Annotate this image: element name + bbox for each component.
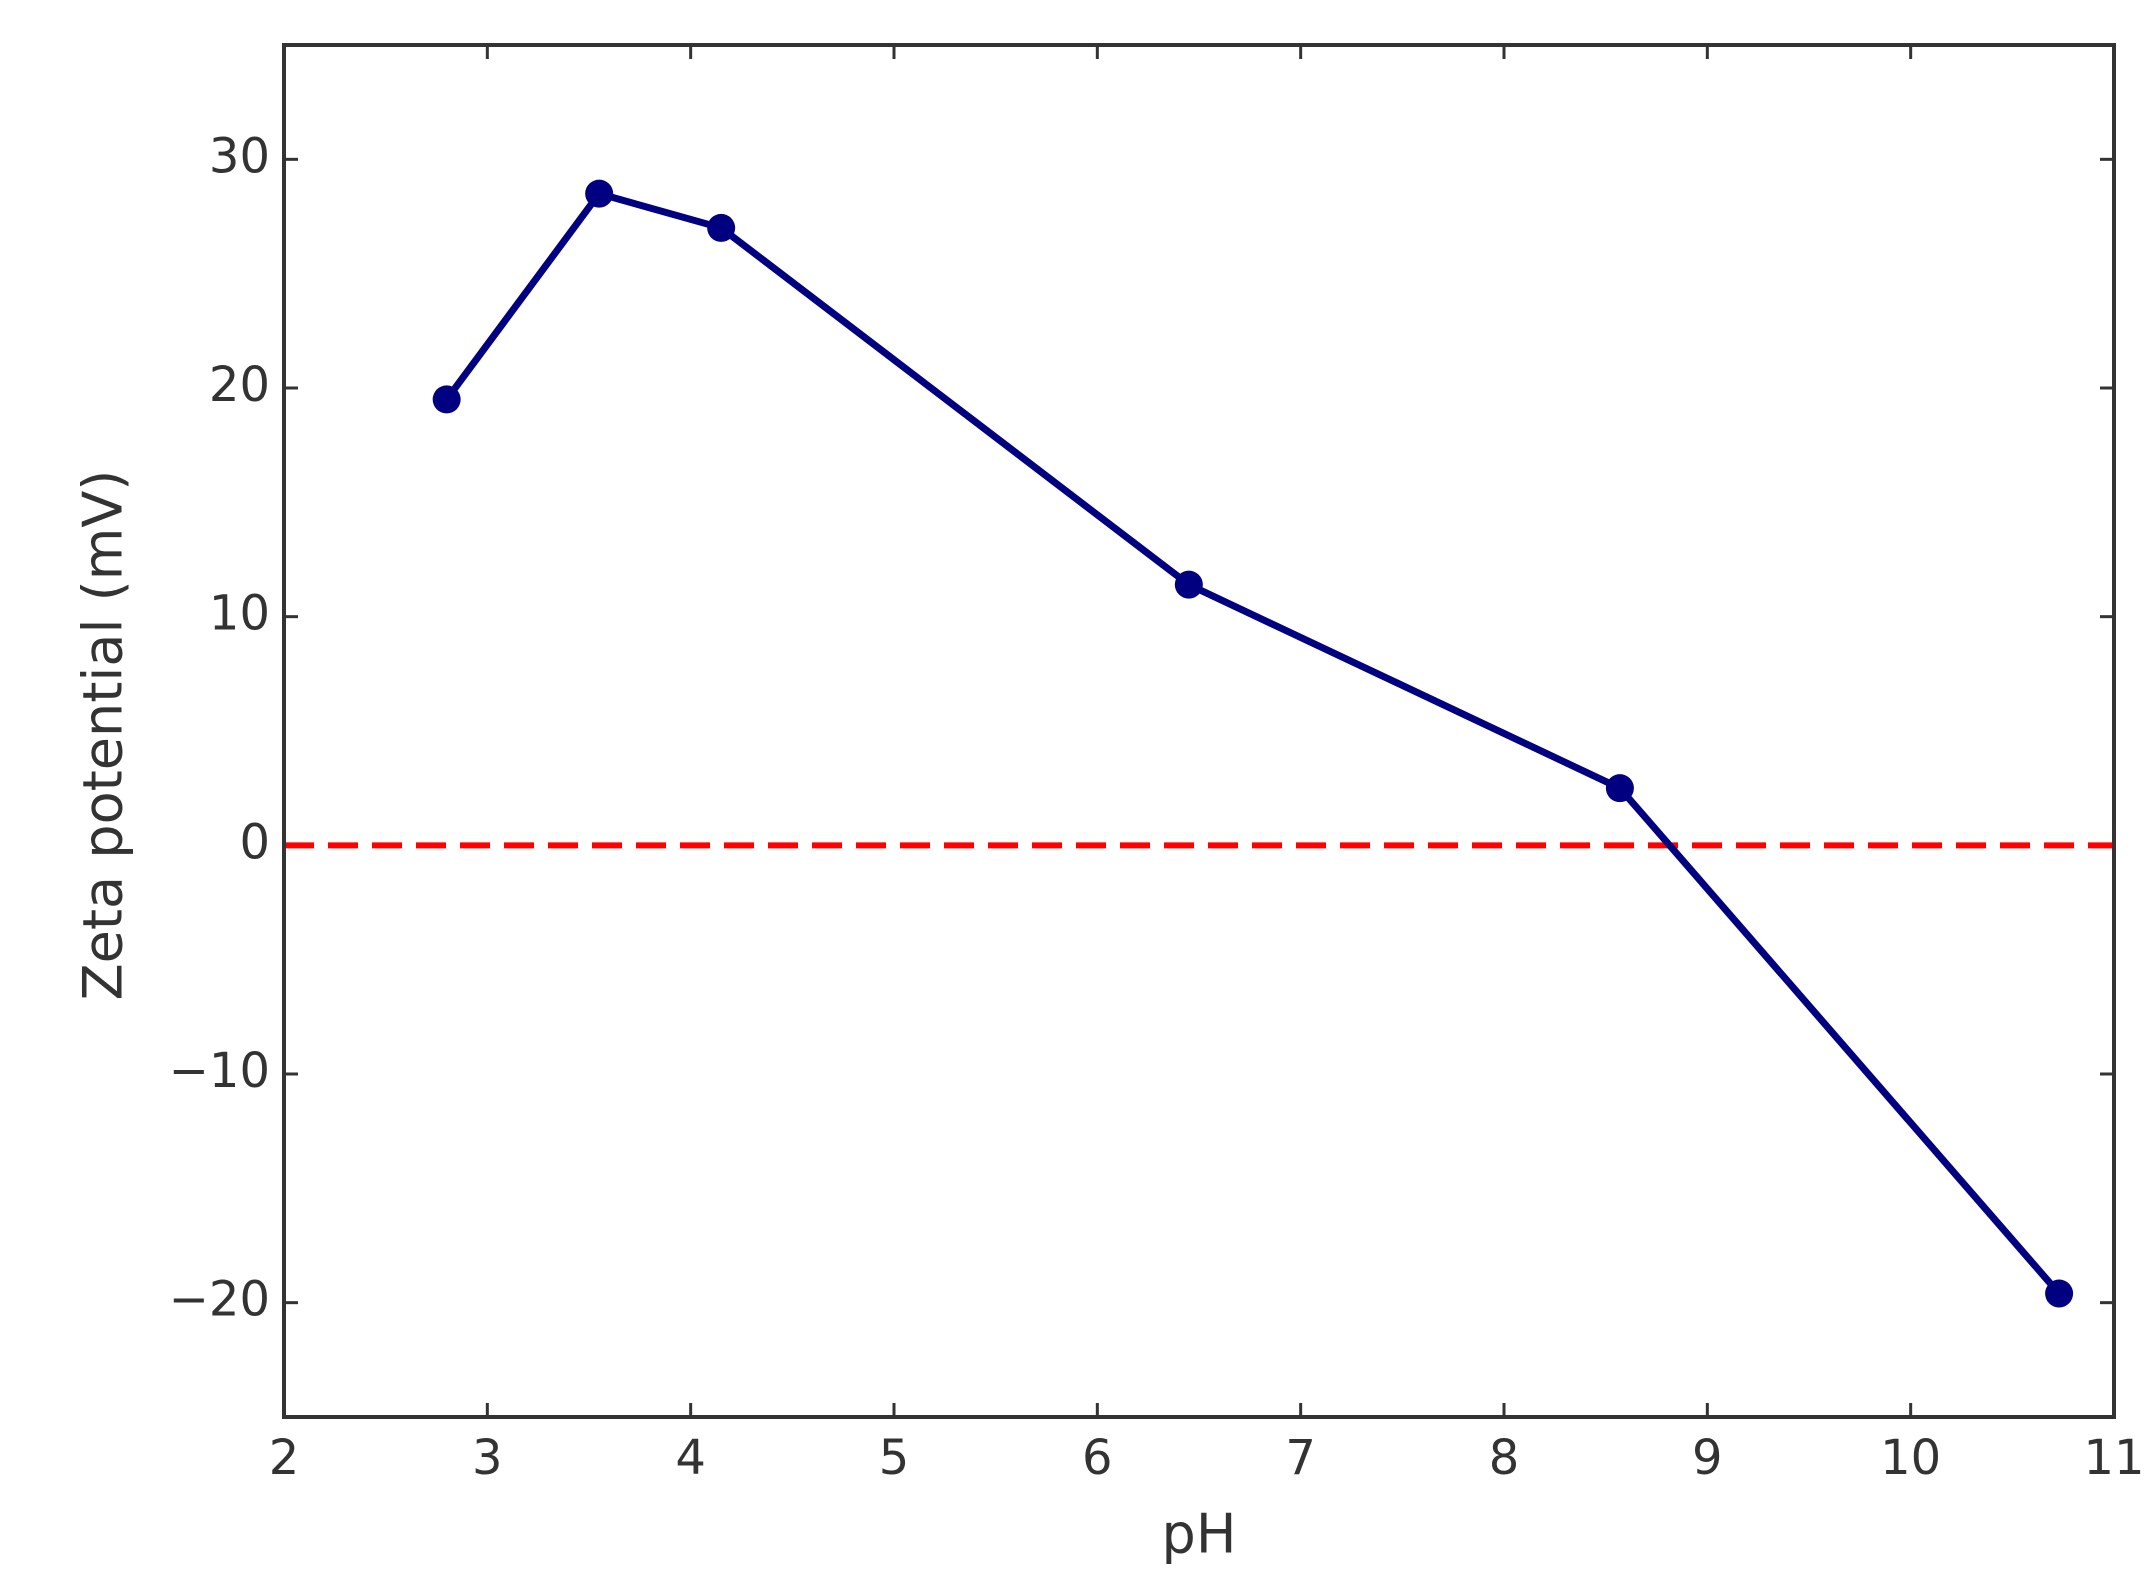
y-tick-label: 30 xyxy=(209,128,270,184)
series-line xyxy=(443,190,2062,1296)
data-point xyxy=(2045,1279,2074,1308)
x-tick-label: 10 xyxy=(1880,1430,1941,1486)
data-point xyxy=(432,385,461,414)
y-tick-label: 20 xyxy=(209,357,270,413)
data-point xyxy=(1174,570,1203,599)
plot-frame xyxy=(282,43,2116,1419)
x-tick-label: 2 xyxy=(269,1430,300,1486)
y-tick-label: 10 xyxy=(209,586,270,642)
x-tick-label: 4 xyxy=(675,1430,706,1486)
data-point xyxy=(585,179,614,208)
y-tick-label: −10 xyxy=(169,1043,270,1099)
x-tick-label: 5 xyxy=(879,1430,910,1486)
x-tick-label: 3 xyxy=(472,1430,503,1486)
y-axis-label: Zeta potential (mV) xyxy=(72,470,135,1001)
data-point xyxy=(1605,774,1634,803)
data-point xyxy=(707,213,736,242)
x-tick-label: 8 xyxy=(1489,1430,1520,1486)
x-axis-label: pH xyxy=(1162,1503,1237,1566)
y-tick-label: 0 xyxy=(239,814,270,870)
y-tick-label: −20 xyxy=(169,1272,270,1328)
x-tick-label: 11 xyxy=(2083,1430,2144,1486)
x-tick-label: 9 xyxy=(1692,1430,1723,1486)
x-tick-label: 6 xyxy=(1082,1430,1113,1486)
x-tick-label: 7 xyxy=(1285,1430,1316,1486)
